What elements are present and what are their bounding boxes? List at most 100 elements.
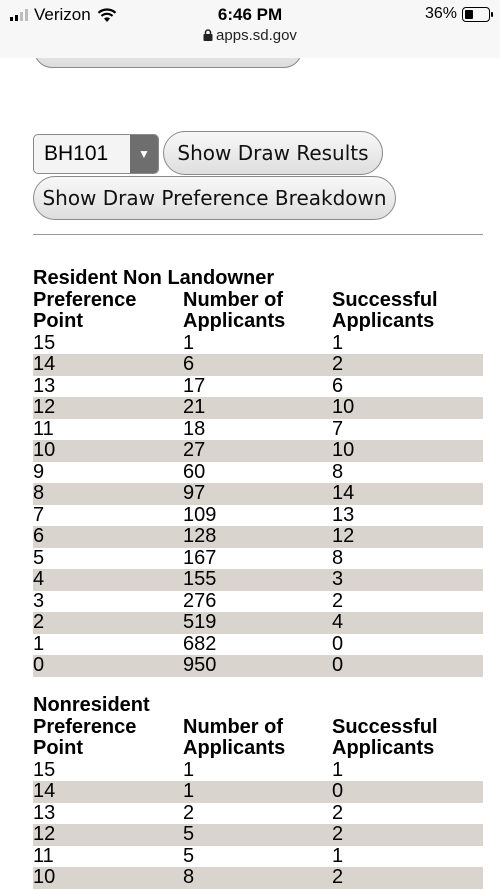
table-cell: 11 <box>33 844 54 867</box>
table-cell: 8 <box>33 482 45 504</box>
dropdown-arrow-icon: ▼ <box>130 135 158 173</box>
table-cell: 1 <box>183 331 195 354</box>
show-draw-results-button[interactable]: Show Draw Results <box>163 131 383 175</box>
table-row: 12 5 2 <box>33 823 483 846</box>
battery-indicator: 36% <box>424 5 493 23</box>
header-cell: Successful <box>332 288 438 311</box>
table-cell: 6 <box>33 525 45 547</box>
table-cell: 5 <box>33 546 45 569</box>
table-cell: 21 <box>183 396 206 418</box>
table-row: 14 1 0 <box>33 780 483 803</box>
table-cell: 0 <box>33 654 45 676</box>
table-cell: 4 <box>332 611 344 633</box>
header-cell: Number of <box>183 288 283 311</box>
table-cell: 2 <box>332 353 344 375</box>
header-cell: Point <box>33 737 83 759</box>
table-cell: 7 <box>33 503 45 526</box>
table-row: 4 155 3 <box>33 568 483 591</box>
header-cell: Point <box>33 310 83 332</box>
table-cell: 2 <box>33 611 45 633</box>
table-cell: 14 <box>33 780 56 802</box>
header-cell: Applicants <box>183 737 286 759</box>
nonresident-table: Nonresident Preference Point Number of App… <box>33 694 483 889</box>
table-cell: 13 <box>33 801 56 824</box>
table-title: Nonresident <box>33 694 150 716</box>
table-cell: 128 <box>183 525 217 547</box>
status-bar: Verizon 6:46 PM apps.sd.gov 36% <box>0 0 500 58</box>
table-row: 10 8 2 <box>33 866 483 889</box>
table-body: 15 1 1 14 6 2 13 17 6 12 21 10 11 18 7 10 27 10 9 60 8 8 97 14 7… <box>33 331 483 677</box>
table-cell: 8 <box>332 546 344 569</box>
url-bar[interactable]: apps.sd.gov <box>0 27 500 44</box>
table-cell: 15 <box>33 331 56 354</box>
table-cell: 2 <box>332 823 344 845</box>
table-row: 15 1 1 <box>33 331 483 355</box>
table-header: Preference Point Number of Applicants Succ… <box>33 288 483 333</box>
table-row: 0 950 0 <box>33 654 483 677</box>
table-cell: 155 <box>183 568 217 590</box>
table-row: 1 682 0 <box>33 632 483 656</box>
table-cell: 18 <box>183 417 206 440</box>
carrier-name: Verizon <box>34 5 91 24</box>
table-cell: 1 <box>33 632 45 655</box>
table-row: 13 2 2 <box>33 801 483 825</box>
table-row: 14 6 2 <box>33 353 483 376</box>
table-cell: 8 <box>183 866 195 888</box>
table-cell: 27 <box>183 439 206 461</box>
table-cell: 167 <box>183 546 217 569</box>
table-row: 13 17 6 <box>33 374 483 398</box>
table-row: 5 167 8 <box>33 546 483 570</box>
table-cell: 13 <box>33 374 56 397</box>
table-cell: 6 <box>332 374 344 397</box>
table-cell: 12 <box>33 396 56 418</box>
table-cell: 13 <box>332 503 355 526</box>
table-row: 2 519 4 <box>33 611 483 634</box>
battery-percent: 36% <box>424 5 457 22</box>
unit-select[interactable]: BH101 ▼ <box>33 134 159 174</box>
table-row: 7 109 13 <box>33 503 483 527</box>
table-cell: 2 <box>332 589 344 612</box>
header-cell: Applicants <box>332 310 435 332</box>
table-cell: 14 <box>332 482 355 504</box>
table-cell: 3 <box>33 589 45 612</box>
table-row: 10 27 10 <box>33 439 483 462</box>
table-row: 11 18 7 <box>33 417 483 441</box>
table-body: 15 1 1 14 1 0 13 2 2 12 5 2 11 5 1 10 8 2 <box>33 758 483 889</box>
table-cell: 1 <box>332 331 344 354</box>
table-header: Preference Point Number of Applicants Succ… <box>33 715 483 760</box>
show-preference-breakdown-button[interactable]: Show Draw Preference Breakdown <box>33 176 396 220</box>
table-cell: 15 <box>33 758 56 781</box>
table-cell: 3 <box>332 568 344 590</box>
battery-icon <box>462 6 493 22</box>
table-cell: 5 <box>183 823 195 845</box>
table-cell: 10 <box>33 439 56 461</box>
table-cell: 519 <box>183 611 217 633</box>
table-cell: 5 <box>183 844 195 867</box>
table-cell: 8 <box>332 460 344 483</box>
table-title: Resident Non Landowner <box>33 267 275 289</box>
table-cell: 1 <box>332 844 344 867</box>
table-cell: 109 <box>183 503 217 526</box>
header-cell: Preference <box>33 715 137 738</box>
divider <box>33 234 483 235</box>
table-cell: 10 <box>33 866 56 888</box>
url-text: apps.sd.gov <box>216 27 297 44</box>
table-row: 9 60 8 <box>33 460 483 484</box>
table-cell: 10 <box>332 396 355 418</box>
header-cell: Number of <box>183 715 283 738</box>
table-cell: 682 <box>183 632 217 655</box>
wifi-icon <box>97 7 116 22</box>
table-cell: 10 <box>332 439 355 461</box>
table-cell: 276 <box>183 589 217 612</box>
table-cell: 7 <box>332 417 344 440</box>
table-cell: 1 <box>183 780 195 802</box>
table-cell: 97 <box>183 482 206 504</box>
table-cell: 12 <box>332 525 355 547</box>
table-cell: 12 <box>33 823 56 845</box>
header-cell: Applicants <box>332 737 435 759</box>
table-row: 8 97 14 <box>33 482 483 505</box>
table-row: 11 5 1 <box>33 844 483 868</box>
header-cell: Preference <box>33 288 137 311</box>
table-cell: 9 <box>33 460 45 483</box>
table-cell: 60 <box>183 460 206 483</box>
